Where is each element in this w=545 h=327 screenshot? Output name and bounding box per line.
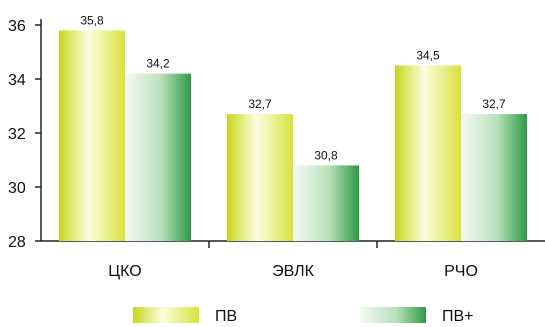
bar-pv-2	[395, 65, 461, 241]
legend: ПВ ПВ+	[133, 307, 474, 325]
bar-pv-plus-2	[461, 114, 527, 241]
x-category-label: ЦКО	[108, 263, 141, 280]
data-labels: 35,8 34,2 32,7 30,8 34,5 32,7	[80, 13, 506, 162]
bar-pv-plus-1	[293, 165, 359, 241]
bar-pv-0	[59, 30, 125, 242]
x-category-label: ЭВЛК	[272, 263, 314, 280]
legend-label-pv: ПВ	[215, 308, 237, 325]
bar-pv-plus-0	[125, 73, 191, 241]
y-tick-label: 30	[8, 180, 26, 197]
data-label: 32,7	[482, 97, 506, 111]
legend-swatch-pv-plus	[360, 307, 426, 323]
y-tick-label: 34	[8, 72, 26, 89]
data-label: 30,8	[314, 148, 338, 162]
bars	[59, 30, 527, 242]
data-label: 34,2	[146, 57, 170, 71]
legend-swatch-pv	[133, 307, 199, 323]
data-label: 34,5	[416, 49, 440, 63]
y-tick-label: 32	[8, 126, 26, 143]
data-label: 32,7	[248, 97, 272, 111]
x-category-label: РЧО	[444, 263, 478, 280]
y-tick-label: 28	[8, 234, 26, 251]
bar-pv-1	[227, 114, 293, 241]
legend-label-pv-plus: ПВ+	[442, 308, 474, 325]
y-tick-label: 36	[8, 18, 26, 35]
data-label: 35,8	[80, 13, 104, 27]
